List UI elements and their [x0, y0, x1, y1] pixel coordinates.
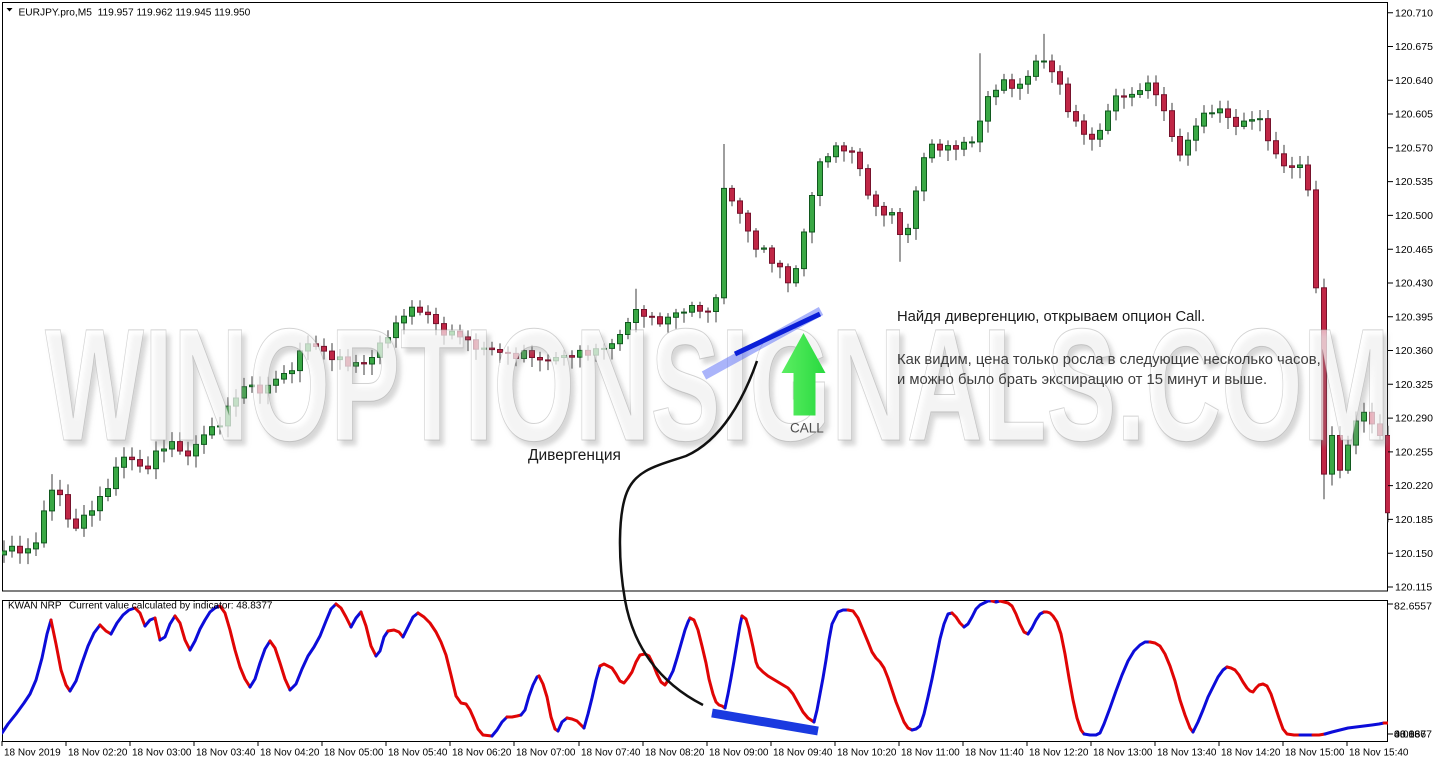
svg-text:18 Nov 13:00: 18 Nov 13:00	[1093, 748, 1153, 759]
svg-text:18 Nov 11:00: 18 Nov 11:00	[901, 748, 960, 759]
svg-text:120.395: 120.395	[1395, 311, 1433, 323]
svg-text:120.605: 120.605	[1395, 109, 1433, 121]
svg-text:120.290: 120.290	[1395, 413, 1433, 425]
svg-text:120.535: 120.535	[1395, 176, 1433, 188]
svg-text:18 Nov 15:00: 18 Nov 15:00	[1285, 748, 1345, 759]
svg-text:EURJPY.pro,M5 119.957 119.962: EURJPY.pro,M5 119.957 119.962 119.945 11…	[19, 8, 251, 19]
svg-text:18 Nov 15:40: 18 Nov 15:40	[1349, 748, 1409, 759]
svg-text:120.500: 120.500	[1395, 210, 1433, 222]
svg-text:18 Nov 10:20: 18 Nov 10:20	[837, 748, 897, 759]
svg-text:CALL: CALL	[790, 421, 824, 436]
svg-text:120.570: 120.570	[1395, 142, 1433, 154]
svg-text:120.150: 120.150	[1395, 548, 1433, 560]
svg-text:0.0186: 0.0186	[1394, 729, 1426, 741]
svg-text:18 Nov 14:20: 18 Nov 14:20	[1221, 748, 1281, 759]
svg-text:48.8377: 48.8377	[1394, 729, 1432, 741]
svg-text:18 Nov 11:40: 18 Nov 11:40	[965, 748, 1024, 759]
svg-text:120.220: 120.220	[1395, 480, 1433, 492]
svg-text:18 Nov 08:20: 18 Nov 08:20	[645, 748, 705, 759]
svg-text:120.185: 120.185	[1395, 514, 1433, 526]
svg-text:18 Nov 05:40: 18 Nov 05:40	[388, 748, 448, 759]
svg-text:18 Nov 07:40: 18 Nov 07:40	[581, 748, 641, 759]
svg-text:WINOPTIONSIGNALS.COM: WINOPTIONSIGNALS.COM	[45, 295, 1390, 474]
svg-text:30.06: 30.06	[1394, 729, 1420, 741]
svg-text:18 Nov 04:20: 18 Nov 04:20	[260, 748, 320, 759]
svg-text:и можно было брать экспирацию: и можно было брать экспирацию от 15 мину…	[897, 372, 1267, 388]
svg-text:18 Nov 2019: 18 Nov 2019	[4, 748, 61, 759]
svg-text:120.675: 120.675	[1395, 41, 1433, 53]
svg-text:120.430: 120.430	[1395, 278, 1433, 290]
svg-text:18 Nov 03:40: 18 Nov 03:40	[196, 748, 256, 759]
svg-text:18 Nov 09:40: 18 Nov 09:40	[773, 748, 833, 759]
svg-text:120.465: 120.465	[1395, 244, 1433, 256]
svg-text:18 Nov 03:00: 18 Nov 03:00	[132, 748, 192, 759]
svg-text:KWAN NRP: KWAN NRP	[8, 601, 62, 612]
svg-text:120.640: 120.640	[1395, 75, 1433, 87]
svg-text:82.6557: 82.6557	[1394, 601, 1432, 613]
svg-text:18 Nov 02:20: 18 Nov 02:20	[68, 748, 128, 759]
svg-text:Найдя дивергенцию, открываем о: Найдя дивергенцию, открываем опцион Call…	[897, 309, 1205, 325]
svg-text:18 Nov 13:40: 18 Nov 13:40	[1157, 748, 1217, 759]
svg-text:120.360: 120.360	[1395, 345, 1433, 357]
svg-text:Дивергенция: Дивергенция	[528, 447, 621, 464]
svg-text:120.325: 120.325	[1395, 379, 1433, 391]
svg-text:18 Nov 09:00: 18 Nov 09:00	[709, 748, 769, 759]
svg-text:18 Nov 07:00: 18 Nov 07:00	[516, 748, 576, 759]
svg-text:Как видим, цена только росла в: Как видим, цена только росла в следующие…	[897, 352, 1321, 368]
svg-text:120.115: 120.115	[1395, 582, 1432, 594]
svg-text:18 Nov 06:20: 18 Nov 06:20	[452, 748, 512, 759]
svg-text:Current value calculated by in: Current value calculated by indicator: 4…	[69, 601, 273, 612]
svg-text:120.710: 120.710	[1395, 7, 1433, 19]
svg-text:18 Nov 05:00: 18 Nov 05:00	[324, 748, 384, 759]
svg-text:120.255: 120.255	[1395, 447, 1433, 459]
svg-text:18 Nov 12:20: 18 Nov 12:20	[1029, 748, 1089, 759]
